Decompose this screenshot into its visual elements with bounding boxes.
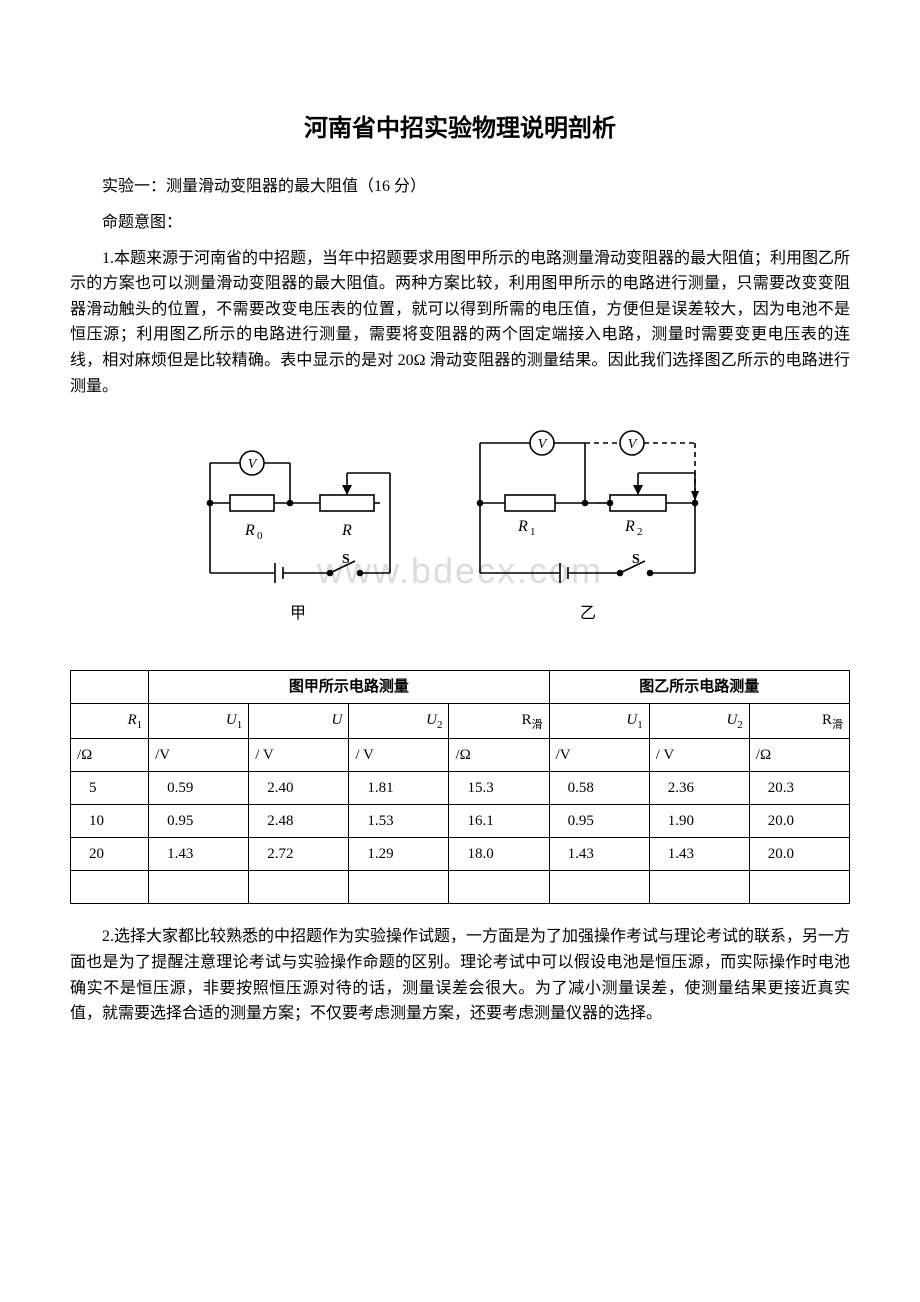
svg-text:1: 1 (530, 526, 536, 538)
svg-text:R: R (341, 522, 352, 539)
intent-label: 命题意图： (70, 210, 850, 236)
svg-text:乙: 乙 (580, 605, 596, 622)
svg-text:甲: 甲 (290, 605, 306, 622)
svg-text:V: V (628, 437, 638, 452)
svg-text:R: R (624, 518, 635, 535)
svg-text:V: V (538, 437, 548, 452)
table-row: 5 0.59 2.40 1.81 15.3 0.58 2.36 20.3 (71, 772, 850, 805)
svg-text:S: S (632, 552, 640, 567)
table-row-empty (71, 871, 850, 904)
page-title: 河南省中招实验物理说明剖析 (70, 110, 850, 148)
experiment-subtitle: 实验一：测量滑动变阻器的最大阻值（16 分） (70, 174, 850, 200)
table-row: 20 1.43 2.72 1.29 18.0 1.43 1.43 20.0 (71, 838, 850, 871)
svg-text:0: 0 (257, 530, 263, 542)
svg-text:R: R (244, 522, 255, 539)
measurement-table: 图甲所示电路测量 图乙所示电路测量 R1 U1 U U2 R滑 U1 U2 R滑… (70, 670, 850, 905)
table-symbol-row: R1 U1 U U2 R滑 U1 U2 R滑 (71, 703, 850, 739)
group-header-jia: 图甲所示电路测量 (149, 670, 549, 703)
circuit-diagram: www.bdecx.com V (70, 413, 850, 652)
table-row: 10 0.95 2.48 1.53 16.1 0.95 1.90 20.0 (71, 805, 850, 838)
table-unit-row: /Ω /V / V / V /Ω /V / V /Ω (71, 739, 850, 772)
table-group-header-row: 图甲所示电路测量 图乙所示电路测量 (71, 670, 850, 703)
svg-text:R: R (517, 518, 528, 535)
paragraph-1: 1.本题来源于河南省的中招题，当年中招题要求用图甲所示的电路测量滑动变阻器的最大… (70, 246, 850, 400)
paragraph-2: 2.选择大家都比较熟悉的中招题作为实验操作试题，一方面是为了加强操作考试与理论考… (70, 924, 850, 1026)
svg-text:V: V (248, 457, 258, 472)
svg-text:S: S (342, 552, 350, 567)
svg-text:2: 2 (637, 526, 643, 538)
group-header-yi: 图乙所示电路测量 (549, 670, 849, 703)
